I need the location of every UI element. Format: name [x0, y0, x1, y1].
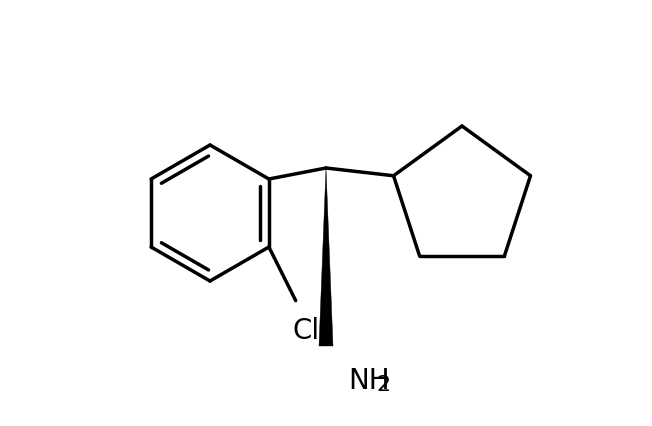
Polygon shape — [319, 168, 333, 346]
Text: NH: NH — [348, 367, 390, 395]
Text: 2: 2 — [376, 375, 390, 395]
Text: Cl: Cl — [292, 317, 319, 345]
